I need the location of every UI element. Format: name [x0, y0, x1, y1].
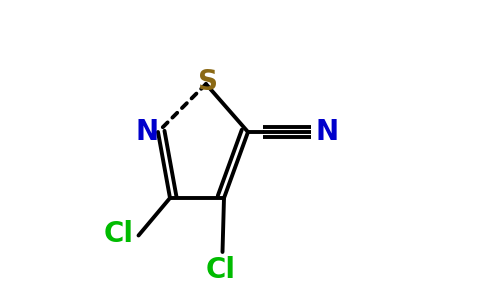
Text: Cl: Cl: [206, 256, 236, 284]
Text: S: S: [197, 68, 217, 97]
Text: N: N: [316, 118, 339, 146]
Text: Cl: Cl: [104, 220, 134, 248]
Text: N: N: [136, 118, 159, 146]
